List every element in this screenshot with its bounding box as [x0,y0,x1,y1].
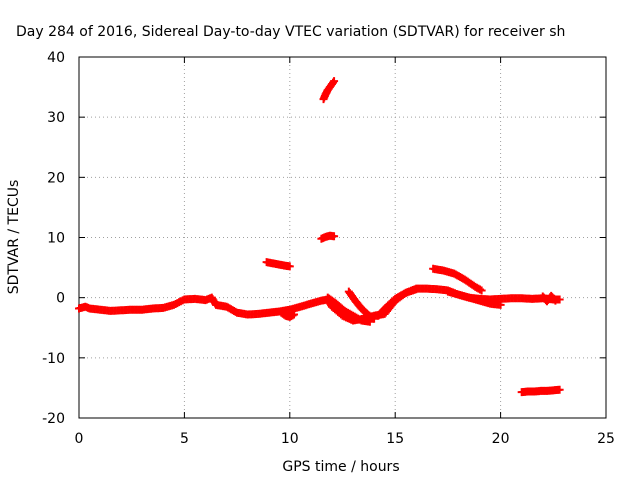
grid [79,57,606,418]
data-point [412,285,421,294]
data-point [555,385,564,394]
chart-title: Day 284 of 2016, Sidereal Day-to-day VTE… [16,24,565,40]
y-tick-label: 40 [47,50,65,66]
x-tick-label: 5 [180,431,189,447]
data-trace-mark [329,78,338,87]
data-point [477,286,486,295]
data-point [370,314,379,323]
x-tick-label: 20 [492,431,510,447]
y-tick-label: -20 [42,411,65,427]
data-point [551,296,560,305]
data-point [330,232,339,241]
y-tick-label: 20 [47,170,65,186]
data-point [285,262,294,271]
x-tick-label: 10 [281,431,299,447]
y-tick-label: 10 [47,231,65,247]
data-trace-mark [550,295,559,304]
data-point [330,77,339,86]
x-tick-label: 15 [386,431,404,447]
y-tick-label: -10 [42,351,65,367]
data-point [290,310,299,319]
data-points [75,77,564,397]
axis-ticks: 0 5 10 15 20 25 -20 -10 0 10 20 30 40 [42,50,615,447]
data-point [496,300,505,309]
y-axis-label: SDTVAR / TECUs [6,180,22,295]
x-tick-label: 0 [75,431,84,447]
plot-frame [78,56,607,419]
data-trace-mark [368,313,377,322]
y-tick-label: 0 [56,291,65,307]
x-axis-label: GPS time / hours [282,459,399,475]
y-tick-label: 30 [47,110,65,126]
x-tick-label: 25 [597,431,615,447]
